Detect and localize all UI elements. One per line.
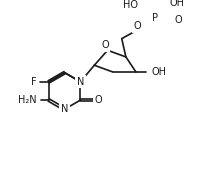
Text: O: O	[94, 95, 102, 105]
Text: O: O	[175, 15, 183, 24]
Text: HO: HO	[123, 0, 138, 10]
Text: OH: OH	[152, 67, 167, 77]
Text: H₂N: H₂N	[18, 95, 36, 105]
Text: O: O	[101, 40, 109, 50]
Text: O: O	[134, 21, 141, 31]
Text: N: N	[61, 104, 68, 114]
Text: N: N	[77, 77, 84, 87]
Text: F: F	[31, 77, 36, 87]
Text: OH: OH	[169, 0, 184, 8]
Text: P: P	[152, 13, 158, 23]
